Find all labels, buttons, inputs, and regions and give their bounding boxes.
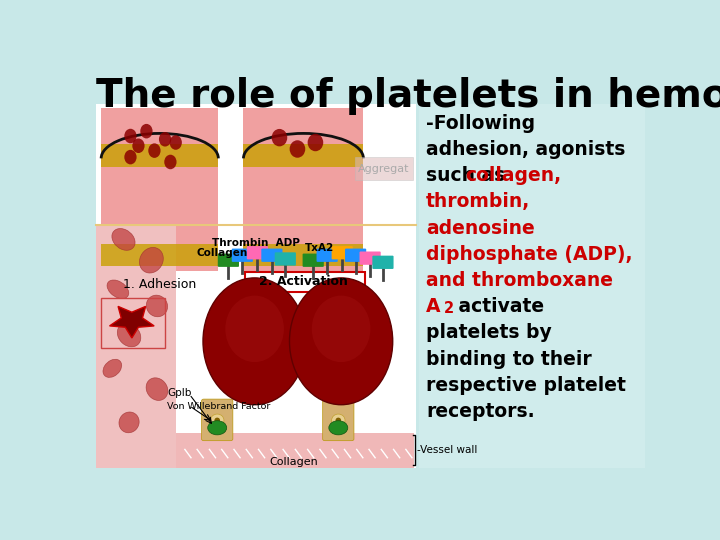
Text: Von Willebrand Factor: Von Willebrand Factor [167, 402, 271, 411]
FancyBboxPatch shape [101, 244, 218, 266]
FancyBboxPatch shape [101, 109, 218, 271]
Ellipse shape [146, 378, 168, 401]
FancyBboxPatch shape [202, 399, 233, 441]
Ellipse shape [159, 132, 171, 146]
FancyBboxPatch shape [275, 252, 296, 266]
Ellipse shape [332, 414, 345, 427]
Ellipse shape [225, 295, 284, 362]
Text: activate: activate [452, 297, 544, 316]
Ellipse shape [112, 228, 135, 251]
Ellipse shape [203, 278, 306, 404]
Text: 1. Adhesion: 1. Adhesion [123, 278, 197, 291]
Ellipse shape [164, 154, 176, 169]
Text: -Vessel wall: -Vessel wall [417, 445, 477, 455]
FancyBboxPatch shape [96, 225, 176, 468]
Ellipse shape [215, 417, 220, 423]
Text: platelets by: platelets by [426, 323, 552, 342]
Text: and thromboxane: and thromboxane [426, 271, 613, 290]
Ellipse shape [289, 140, 305, 158]
Text: adenosine: adenosine [426, 219, 535, 238]
FancyBboxPatch shape [243, 109, 364, 271]
Ellipse shape [119, 412, 139, 433]
Ellipse shape [312, 295, 370, 362]
Ellipse shape [271, 129, 287, 146]
FancyBboxPatch shape [317, 248, 338, 262]
Text: respective platelet: respective platelet [426, 376, 626, 395]
Polygon shape [109, 306, 154, 338]
Text: binding to their: binding to their [426, 349, 592, 369]
Ellipse shape [307, 134, 323, 151]
Ellipse shape [103, 359, 122, 377]
FancyBboxPatch shape [345, 248, 366, 262]
FancyBboxPatch shape [355, 157, 413, 180]
Text: adhesion, agonists: adhesion, agonists [426, 140, 625, 159]
FancyBboxPatch shape [419, 104, 645, 468]
Ellipse shape [146, 295, 168, 317]
FancyBboxPatch shape [247, 246, 268, 259]
Text: Collagen: Collagen [196, 248, 247, 258]
Ellipse shape [140, 124, 153, 138]
Text: A: A [426, 297, 441, 316]
FancyBboxPatch shape [332, 246, 353, 259]
Text: collagen,: collagen, [465, 166, 562, 185]
Ellipse shape [107, 280, 129, 299]
Ellipse shape [125, 129, 137, 143]
Text: Aggregat: Aggregat [359, 164, 410, 174]
Text: Collagen: Collagen [269, 457, 318, 467]
Ellipse shape [336, 417, 341, 423]
FancyBboxPatch shape [101, 144, 218, 167]
Text: 2: 2 [444, 301, 454, 316]
Text: Thrombin  ADP: Thrombin ADP [212, 238, 300, 248]
FancyBboxPatch shape [372, 255, 394, 269]
Text: diphosphate (ADP),: diphosphate (ADP), [426, 245, 632, 264]
FancyBboxPatch shape [217, 254, 239, 267]
FancyBboxPatch shape [261, 248, 282, 262]
Text: TxA2: TxA2 [305, 243, 334, 253]
Text: such as: such as [426, 166, 512, 185]
Text: receptors.: receptors. [426, 402, 534, 421]
Ellipse shape [125, 150, 137, 164]
Ellipse shape [148, 143, 161, 158]
Text: -Following: -Following [426, 114, 535, 133]
Ellipse shape [132, 138, 145, 153]
FancyBboxPatch shape [232, 248, 253, 262]
Circle shape [208, 421, 227, 435]
Ellipse shape [140, 247, 163, 273]
FancyBboxPatch shape [176, 433, 413, 468]
FancyBboxPatch shape [323, 399, 354, 441]
FancyBboxPatch shape [243, 244, 364, 266]
Ellipse shape [117, 323, 141, 347]
Text: GpIb: GpIb [167, 388, 192, 399]
Ellipse shape [289, 278, 392, 404]
Ellipse shape [170, 135, 182, 150]
Text: thrombin,: thrombin, [426, 192, 530, 212]
FancyBboxPatch shape [96, 104, 416, 468]
FancyBboxPatch shape [302, 254, 324, 267]
FancyBboxPatch shape [245, 272, 365, 292]
Circle shape [329, 421, 348, 435]
FancyBboxPatch shape [359, 252, 381, 265]
Text: 2. Activation: 2. Activation [259, 275, 348, 288]
Text: The role of platelets in hemostasis: The role of platelets in hemostasis [96, 77, 720, 115]
FancyBboxPatch shape [243, 144, 364, 167]
Ellipse shape [210, 414, 224, 427]
